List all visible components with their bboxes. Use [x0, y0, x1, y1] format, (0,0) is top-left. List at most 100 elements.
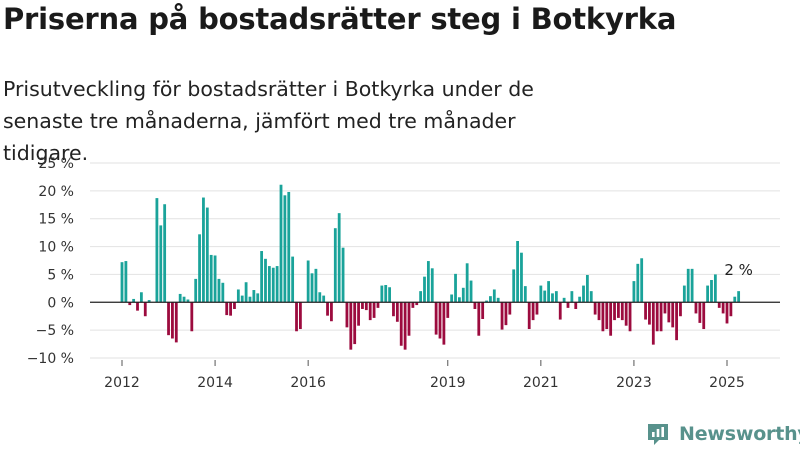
annotations: 2 %: [724, 261, 753, 279]
x-tick-label: 2016: [290, 375, 326, 391]
bar: [733, 296, 737, 303]
bar: [415, 302, 419, 306]
y-tick-label: 15 %: [38, 212, 74, 228]
bar: [667, 302, 671, 323]
bar: [209, 254, 213, 303]
bar: [570, 291, 574, 303]
newsworthy-logo-icon: [648, 424, 668, 445]
bar: [628, 302, 632, 332]
bar: [388, 287, 391, 303]
x-tick-label: 2021: [523, 375, 559, 391]
bar: [314, 268, 318, 303]
bar: [252, 290, 256, 303]
bar: [275, 266, 279, 303]
bar: [624, 302, 628, 326]
bar: [186, 299, 190, 303]
bar: [271, 267, 275, 303]
bar: [182, 296, 186, 303]
bar: [147, 300, 151, 303]
bar: [349, 302, 353, 350]
bar: [229, 302, 232, 316]
bar: [605, 302, 609, 330]
bar: [520, 252, 523, 303]
bar: [702, 302, 706, 330]
x-tick-label: 2019: [430, 375, 466, 391]
bar: [337, 213, 341, 303]
bar: [698, 302, 702, 323]
bar: [411, 302, 415, 308]
bar: [120, 262, 124, 303]
bar: [419, 291, 423, 303]
bar: [345, 302, 349, 328]
bar: [248, 296, 252, 303]
bar: [706, 285, 710, 303]
bar: [256, 293, 260, 303]
bar: [613, 302, 616, 321]
bar: [690, 268, 694, 303]
bar: [500, 302, 504, 330]
bar: [458, 297, 461, 303]
bar: [384, 285, 388, 303]
bar: [648, 302, 651, 325]
bar: [477, 302, 481, 336]
bar: [279, 184, 283, 303]
bar: [295, 302, 298, 332]
bar: [523, 286, 527, 303]
bar: [318, 292, 322, 303]
bar: [516, 241, 519, 303]
bar: [543, 290, 547, 303]
bar: [713, 274, 717, 303]
bar: [589, 291, 593, 303]
bar: [326, 302, 329, 316]
bar-chart: −10 % −5 % 0 % 5 % 10 % 15 % 20 % 25 % 2012 2014…: [27, 156, 780, 391]
bar: [686, 268, 690, 303]
bar: [353, 302, 357, 345]
bar: [651, 302, 655, 345]
bar: [205, 207, 209, 303]
chart-subtitle: Prisutveckling för bostadsrätter i Botky…: [3, 77, 534, 165]
bar: [578, 296, 582, 303]
bar: [368, 302, 372, 321]
bar: [267, 266, 271, 303]
bar: [469, 280, 473, 303]
bar: [194, 278, 198, 303]
bar: [240, 295, 244, 303]
bar: [717, 302, 721, 308]
bar: [163, 204, 167, 303]
bar: [535, 302, 539, 315]
bar: [489, 296, 492, 303]
bar: [558, 302, 562, 320]
bar: [260, 251, 264, 303]
y-tick-label: −5 %: [36, 323, 74, 339]
bar: [539, 285, 543, 303]
bar: [167, 302, 170, 336]
bar: [554, 291, 558, 303]
bar: [655, 302, 659, 332]
bar: [403, 302, 407, 350]
bar: [636, 263, 640, 303]
bar: [291, 256, 295, 303]
bars: [120, 184, 741, 350]
bar: [481, 302, 485, 319]
bar: [287, 191, 291, 303]
bar: [159, 225, 163, 303]
bar: [306, 260, 310, 303]
bar: [582, 285, 585, 303]
bar: [124, 261, 128, 303]
bar: [139, 292, 143, 303]
bar: [434, 302, 438, 335]
bar: [574, 302, 578, 309]
bar: [679, 302, 682, 317]
bar: [492, 289, 496, 303]
bar: [710, 280, 713, 303]
bar: [438, 302, 442, 339]
bar: [531, 302, 535, 321]
bar: [407, 302, 411, 336]
bar: [155, 198, 159, 303]
bar: [585, 274, 589, 303]
x-tick-label: 2012: [104, 375, 140, 391]
bar: [426, 261, 430, 303]
bar: [244, 282, 248, 303]
bar: [174, 302, 178, 343]
bar: [225, 302, 229, 316]
